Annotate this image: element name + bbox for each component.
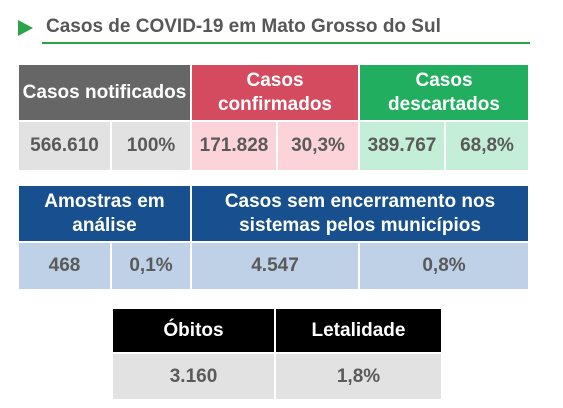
play-triangle-icon <box>18 20 33 36</box>
amostras-percent: 0,1% <box>112 243 192 291</box>
sem-encerramento-header: Casos sem encerramento nos sistemas pelo… <box>192 186 530 243</box>
confirmados-header: Casos confirmados <box>192 65 360 122</box>
notificados-header: Casos notificados <box>19 65 192 122</box>
descartados-count: 389.767 <box>360 122 446 172</box>
letalidade-value: 1,8% <box>276 354 443 401</box>
amostras-count: 468 <box>19 243 112 291</box>
notificados-count: 566.610 <box>19 122 112 172</box>
amostras-header: Amostras em análise <box>19 186 192 243</box>
letalidade-header: Letalidade <box>276 309 443 354</box>
sem-encerramento-percent: 0,8% <box>360 243 530 291</box>
obitos-value: 3.160 <box>113 354 276 401</box>
confirmados-count: 171.828 <box>192 122 278 172</box>
descartados-header: Casos descartados <box>360 65 530 122</box>
title-underline <box>42 42 530 44</box>
title-bar: Casos de COVID-19 em Mato Grosso do Sul <box>14 8 530 44</box>
confirmados-percent: 30,3% <box>278 122 360 172</box>
notificados-percent: 100% <box>112 122 192 172</box>
obitos-header: Óbitos <box>113 309 276 354</box>
descartados-percent: 68,8% <box>446 122 530 172</box>
page-title: Casos de COVID-19 em Mato Grosso do Sul <box>46 16 441 37</box>
sem-encerramento-count: 4.547 <box>192 243 360 291</box>
